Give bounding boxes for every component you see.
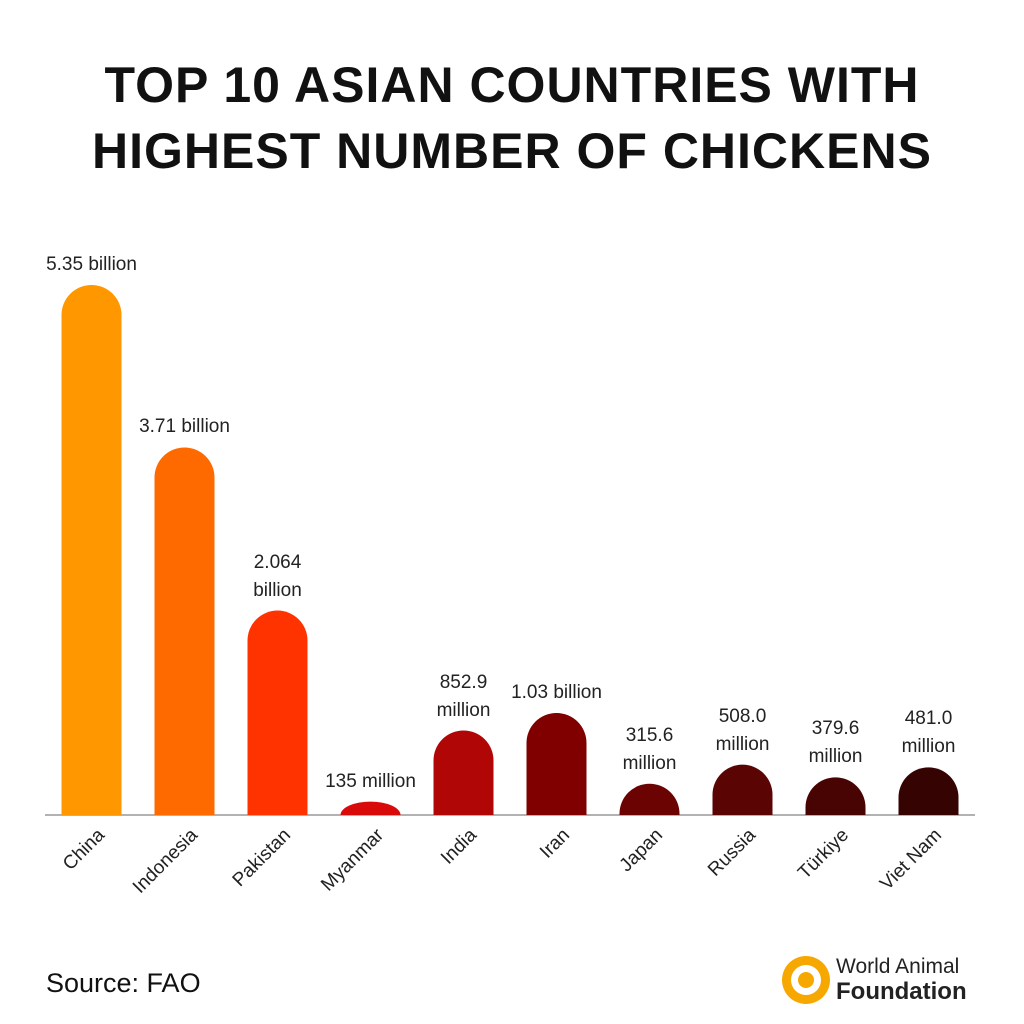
- bar: [898, 767, 959, 815]
- value-label: 5.35 billion: [46, 254, 137, 275]
- bar: [340, 801, 401, 815]
- bar: [805, 777, 866, 815]
- bar: [526, 712, 587, 815]
- chart-title: TOP 10 ASIAN COUNTRIES WITH HIGHEST NUMB…: [92, 57, 932, 179]
- value-label: 1.03 billion: [511, 681, 602, 703]
- value-label: 508.0 million: [715, 705, 770, 755]
- x-tick-label: Pakistan: [229, 825, 295, 891]
- bar: [154, 447, 215, 815]
- logo-icon: [782, 956, 830, 1004]
- bar: [247, 610, 308, 815]
- x-tick-label: India: [437, 824, 481, 868]
- x-tick-label: Russia: [704, 824, 760, 880]
- x-tick-label: Iran: [536, 825, 574, 863]
- x-tick-label: Japan: [616, 825, 667, 876]
- source: Source: FAO: [46, 968, 201, 998]
- value-label: 135 million: [325, 770, 416, 792]
- bar: [712, 764, 773, 815]
- bar: [619, 783, 680, 815]
- value-label: 481.0 million: [901, 708, 956, 758]
- bar: [433, 730, 494, 815]
- value-label: 852.9 million: [436, 671, 491, 721]
- x-tick-label: Türkiye: [794, 825, 853, 884]
- x-tick-label: China: [59, 824, 109, 874]
- value-label: 2.064 billion: [253, 551, 302, 601]
- logo-text: Foundation: [836, 978, 967, 1005]
- value-label: 315.6 million: [622, 724, 677, 774]
- logo-text: World Animal: [836, 955, 960, 978]
- value-label: 379.6 million: [808, 718, 863, 768]
- x-tick-label: Viet Nam: [876, 825, 946, 895]
- x-tick-label: Myanmar: [317, 824, 388, 895]
- bar: [61, 285, 122, 816]
- x-tick-label: Indonesia: [129, 824, 202, 897]
- value-label: 3.71 billion: [139, 416, 230, 438]
